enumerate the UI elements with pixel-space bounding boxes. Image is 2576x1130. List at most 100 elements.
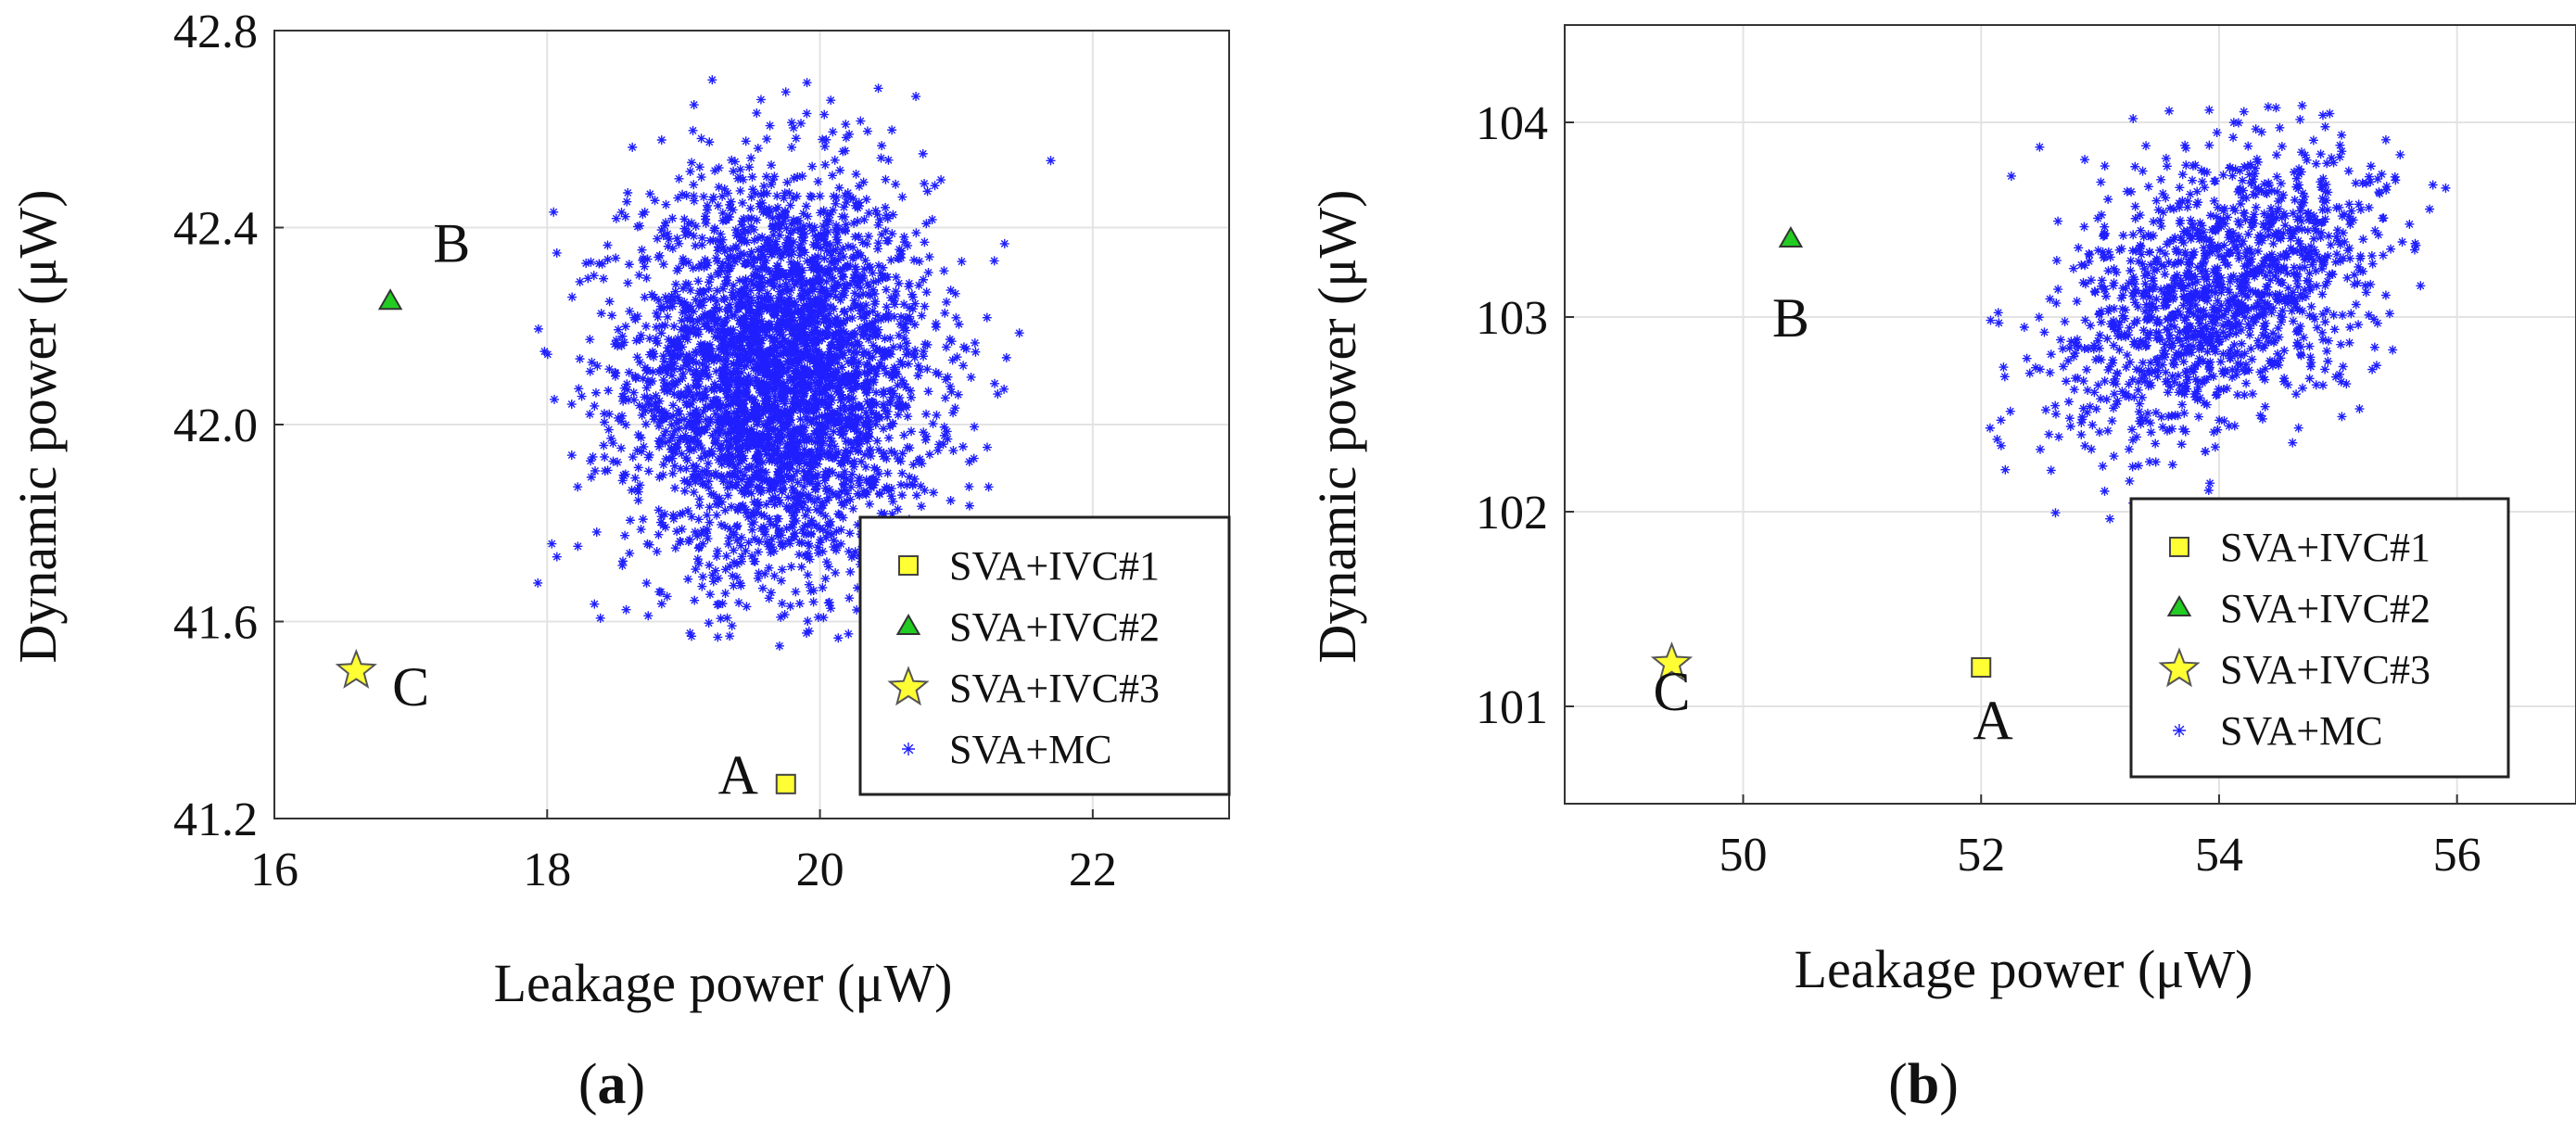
mc-point — [901, 344, 911, 354]
mc-point — [757, 407, 768, 417]
mc-point — [2149, 282, 2159, 292]
mc-point — [2129, 279, 2139, 289]
mc-point — [2097, 275, 2107, 286]
mc-point — [2230, 164, 2240, 174]
mc-point — [763, 438, 773, 448]
mc-point — [826, 301, 836, 311]
mc-point — [2181, 378, 2191, 388]
mc-point — [832, 227, 843, 237]
mc-point — [907, 289, 917, 299]
mc-point — [2120, 305, 2130, 315]
mc-point — [2345, 323, 2355, 332]
mc-point — [768, 222, 778, 232]
mc-point — [783, 412, 793, 422]
mc-point — [896, 404, 907, 414]
mc-point — [855, 438, 865, 449]
mc-point — [785, 375, 795, 385]
mc-point — [830, 155, 840, 165]
mc-point — [2214, 250, 2224, 260]
mc-point — [2251, 163, 2260, 173]
mc-point — [795, 239, 806, 249]
mc-point — [2315, 253, 2325, 263]
mc-point — [2233, 358, 2243, 368]
mc-point — [897, 468, 907, 478]
mc-point — [777, 599, 787, 609]
mc-point — [833, 448, 844, 458]
mc-point — [732, 521, 742, 531]
mc-point — [740, 388, 750, 399]
mc-point — [2320, 186, 2330, 197]
mc-point — [617, 331, 628, 341]
mc-point — [2309, 245, 2319, 255]
mc-point — [771, 382, 781, 392]
mc-point — [764, 210, 774, 221]
mc-point — [778, 362, 788, 373]
mc-point — [2209, 196, 2219, 206]
mc-point — [736, 367, 746, 377]
mc-point — [622, 385, 632, 395]
mc-point — [885, 349, 895, 360]
mc-point — [747, 551, 757, 561]
mc-point — [2213, 263, 2223, 273]
mc-point — [858, 421, 869, 431]
mc-point — [931, 322, 941, 332]
mc-point — [738, 234, 748, 244]
mc-point — [586, 257, 596, 267]
mc-point — [720, 589, 730, 599]
mc-point — [2197, 176, 2207, 186]
mc-point — [2207, 247, 2217, 257]
mc-point — [2242, 245, 2252, 255]
mc-point — [2369, 342, 2379, 352]
mc-point — [2076, 417, 2087, 427]
mc-point — [2320, 364, 2330, 375]
mc-point — [829, 333, 839, 343]
mc-point — [2235, 166, 2245, 176]
annotation-label: B — [1772, 287, 1809, 349]
mc-point — [691, 381, 701, 391]
mc-point — [695, 297, 705, 307]
mc-point — [838, 146, 848, 157]
mc-point — [2166, 320, 2176, 330]
mc-point — [853, 439, 863, 450]
mc-point — [861, 462, 871, 472]
mc-point — [2203, 292, 2214, 302]
mc-point — [750, 469, 760, 479]
mc-point — [776, 253, 786, 263]
mc-point — [614, 324, 624, 335]
mc-point — [2130, 298, 2140, 308]
mc-point — [2199, 227, 2209, 237]
mc-point — [652, 308, 662, 318]
mc-point — [838, 318, 848, 328]
mc-point — [658, 430, 668, 440]
mc-point — [802, 412, 812, 422]
mc-point — [2348, 215, 2358, 225]
mc-point — [781, 524, 792, 534]
mc-point — [805, 554, 815, 565]
mc-point — [750, 188, 760, 198]
mc-point — [882, 468, 893, 478]
mc-point — [862, 413, 872, 423]
mc-point — [681, 392, 692, 402]
mc-point — [751, 339, 761, 349]
mc-point — [772, 514, 782, 524]
mc-point — [778, 334, 788, 344]
mc-point — [756, 336, 767, 346]
mc-point — [864, 281, 874, 291]
mc-point — [607, 311, 617, 321]
mc-point — [2253, 289, 2264, 299]
mc-point — [913, 371, 923, 381]
mc-point — [2183, 257, 2193, 267]
mc-point — [2232, 389, 2242, 400]
mc-point — [814, 383, 824, 393]
mc-point — [764, 235, 773, 246]
mc-point — [658, 460, 668, 470]
mc-point — [914, 280, 924, 290]
mc-point — [2272, 150, 2281, 160]
mc-point — [807, 335, 818, 345]
mc-point — [759, 300, 769, 311]
mc-point — [2240, 366, 2250, 376]
mc-point — [882, 453, 892, 463]
mc-point — [2221, 332, 2231, 342]
mc-point — [836, 458, 846, 468]
mc-point — [597, 259, 607, 269]
